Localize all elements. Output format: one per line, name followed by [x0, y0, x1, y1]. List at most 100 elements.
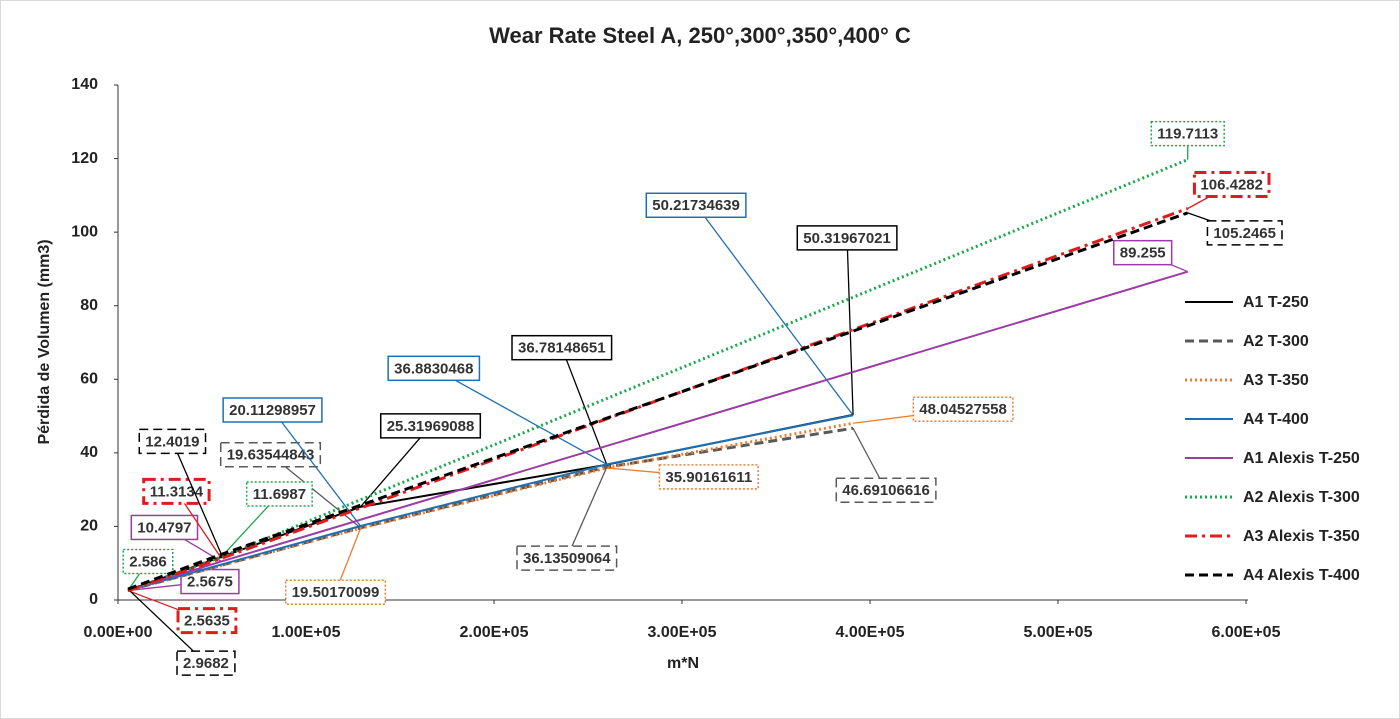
label-box: [645, 192, 747, 219]
data-label: 2.5635: [127, 589, 238, 635]
data-label-text: 48.04527558: [919, 401, 1007, 418]
leader-line: [360, 425, 432, 508]
leader-line: [171, 441, 222, 555]
data-label: 35.90161611: [606, 464, 759, 490]
data-label: 48.04527558: [852, 396, 1014, 424]
data-label: 2.586: [122, 548, 174, 591]
y-tick-label: 80: [80, 297, 98, 314]
data-label-text: 19.50170099: [292, 584, 380, 601]
data-label-text: 2.5635: [184, 613, 230, 630]
data-label-text: 36.78148651: [518, 340, 606, 357]
x-tick-label: 1.00E+05: [272, 624, 341, 641]
label-box: [658, 464, 759, 490]
x-tick-label: 5.00E+05: [1024, 624, 1093, 641]
data-label: 10.4797: [130, 514, 222, 563]
data-label: 106.4282: [1187, 170, 1271, 210]
label-box: [379, 413, 482, 439]
label-box: [1150, 120, 1225, 147]
data-label-text: 12.4019: [145, 433, 199, 450]
data-label-text: 2.586: [129, 553, 167, 570]
label-box: [284, 579, 387, 606]
data-labels: 25.31969088 36.78148651 50.31967021 19.6354…: [122, 120, 1283, 676]
legend-label: A3 Alexis T-350: [1243, 528, 1360, 545]
data-label-text: 11.6987: [253, 486, 306, 503]
series-line: [127, 158, 1189, 592]
label-box: [1192, 170, 1271, 198]
data-label-text: 46.69106616: [842, 482, 930, 499]
label-box: [516, 545, 618, 571]
legend-label: A2 Alexis T-300: [1243, 489, 1360, 506]
x-tick-label: 0.00E+00: [84, 624, 153, 641]
data-label: 12.4019: [138, 428, 222, 555]
label-box: [219, 442, 322, 468]
data-label-text: 89.255: [1120, 245, 1166, 262]
data-label-text: 119.7113: [1157, 126, 1218, 143]
data-label-text: 36.13509064: [523, 550, 611, 567]
label-box: [387, 355, 481, 382]
label-box: [1206, 220, 1283, 246]
series-line: [127, 211, 1189, 591]
data-label-text: 2.5675: [187, 574, 233, 591]
label-box: [245, 481, 313, 507]
x-tick-label: 3.00E+05: [648, 624, 717, 641]
data-label: 36.13509064: [516, 466, 618, 571]
data-label: 2.9682: [127, 588, 236, 676]
label-box: [835, 477, 937, 503]
data-label: 19.50170099: [284, 528, 387, 606]
y-axis-title: Pérdida de Volumen (mm3): [36, 239, 53, 444]
x-axis-title: m*N: [667, 655, 699, 672]
data-label-text: 11.3134: [150, 483, 204, 500]
data-label-text: 2.9682: [183, 655, 229, 672]
data-label-text: 105.2465: [1213, 225, 1276, 242]
data-label: 19.63544843: [219, 442, 361, 529]
legend-label: A2 T-300: [1243, 333, 1309, 350]
x-tick-label: 4.00E+05: [836, 624, 905, 641]
data-label: 89.255: [1113, 239, 1188, 273]
data-label: 20.11298957: [222, 397, 362, 527]
label-box: [138, 428, 207, 455]
leader-line: [272, 409, 362, 527]
label-box: [122, 548, 174, 575]
data-label: 25.31969088: [360, 413, 482, 508]
legend-label: A4 Alexis T-400: [1243, 567, 1360, 584]
data-label-text: 50.31967021: [803, 230, 891, 247]
chart-title: Wear Rate Steel A, 250°,300°,350°,400° C: [489, 23, 911, 48]
x-tick-label: 6.00E+05: [1212, 624, 1281, 641]
x-tick-label: 2.00E+05: [460, 624, 529, 641]
data-label: 46.69106616: [835, 427, 937, 503]
data-label: 50.31967021: [796, 225, 898, 415]
data-label-text: 25.31969088: [387, 418, 475, 435]
y-tick-label: 20: [80, 518, 98, 535]
y-tick-label: 40: [80, 444, 98, 461]
data-label-text: 106.4282: [1200, 176, 1263, 193]
data-label-text: 35.90161611: [665, 469, 752, 486]
label-box: [1113, 239, 1173, 266]
leader-line: [566, 466, 608, 559]
label-box: [130, 514, 199, 541]
leader-line: [433, 367, 608, 465]
y-tick-label: 0: [89, 591, 98, 608]
y-tick-label: 100: [71, 223, 98, 240]
data-label: 105.2465: [1187, 212, 1283, 246]
label-box: [912, 396, 1014, 423]
series-line: [127, 414, 854, 592]
data-label: 11.6987: [220, 481, 313, 558]
data-label: 119.7113: [1150, 120, 1225, 160]
y-tick-label: 120: [71, 150, 98, 167]
label-box: [222, 397, 323, 423]
legend-label: A4 T-400: [1243, 411, 1309, 428]
legend-label: A3 T-350: [1243, 372, 1309, 389]
series-line: [127, 421, 854, 592]
label-box: [176, 607, 238, 635]
data-label-text: 20.11298957: [229, 402, 316, 419]
label-box: [796, 225, 898, 251]
data-label: 36.78148651: [511, 334, 613, 465]
label-box: [176, 650, 236, 676]
y-tick-label: 60: [80, 371, 98, 388]
data-label-text: 36.8830468: [394, 360, 473, 377]
data-label: 36.8830468: [387, 355, 608, 465]
data-label-text: 50.21734639: [652, 197, 740, 214]
label-box: [511, 334, 613, 361]
